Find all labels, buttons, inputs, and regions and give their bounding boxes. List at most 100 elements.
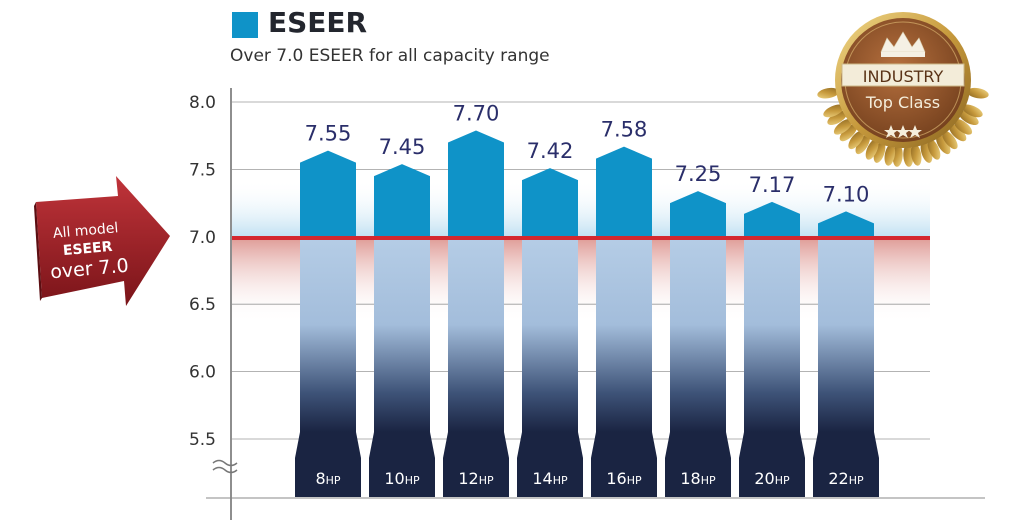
bar: 10HP [369,164,435,497]
bar-top [448,130,504,237]
bar-top [670,191,726,237]
value-labels: 7.55 7.45 7.70 7.42 7.58 7.25 7.17 7.10 [305,101,870,206]
laurel-leaf [949,124,967,142]
bar-base-flare [443,432,509,458]
bar: 20HP [739,201,805,497]
data-label: 7.17 [749,173,796,197]
bar-stem [522,236,578,432]
y-tick-labels: 5.5 6.0 6.5 7.0 7.5 8.0 [189,93,216,450]
bar: 12HP [443,130,509,497]
laurel-leaf [855,134,870,155]
laurel-leaf [833,118,853,135]
x-tick-label: 16HP [606,469,642,488]
data-label: 7.55 [305,122,352,146]
bar-base-flare [665,432,731,458]
bar-stem [670,236,726,432]
laurel-wreath [817,87,989,167]
bar-stem [300,236,356,432]
data-label: 7.25 [675,162,722,186]
category-box [369,458,435,497]
legend-swatch [232,12,258,38]
bar: 8HP [295,150,361,497]
bar-base-flare [369,432,435,458]
y-tick-label: 8.0 [189,93,216,113]
category-box [517,458,583,497]
industry-badge: INDUSTRY Top Class [817,12,989,167]
badge-plate [841,63,965,87]
laurel-leaf [962,104,983,118]
laurel-leaf [953,118,973,135]
laurel-leaf [892,144,903,167]
bar-stem [374,236,430,432]
data-label: 7.58 [601,118,648,142]
category-box [813,458,879,497]
bars: 8HP 10HP 12HP 14HP 16HP 18HP 20HP 22HP [295,130,879,497]
x-tick-label: 22HP [828,469,864,488]
bar-top [522,168,578,237]
arrow-line-2: ESEER [62,239,113,259]
bar-stem [818,236,874,432]
bar-base-flare [739,432,805,458]
chart-subtitle: Over 7.0 ESEER for all capacity range [230,46,550,66]
data-label: 7.45 [379,135,426,159]
category-box [739,458,805,497]
y-tick-label: 7.0 [189,228,216,248]
laurel-leaf [941,130,958,150]
y-tick-label: 6.5 [189,295,216,315]
x-tick-label: 18HP [680,469,716,488]
laurel-leaf [827,111,848,125]
bar-base-flare [591,432,657,458]
laurel-leaf [817,87,840,99]
star-icon [908,125,922,138]
bar: 16HP [591,146,657,497]
y-tick-label: 6.0 [189,363,216,383]
y-tick-label: 5.5 [189,430,216,450]
arrow-line-1: All model [52,220,119,242]
bar-stem [596,236,652,432]
laurel-leaf [966,87,989,99]
laurel-leaf [927,139,941,160]
category-box [591,458,657,497]
laurel-leaf [823,104,844,118]
legend-label: ESEER [268,6,368,39]
x-tick-label: 20HP [754,469,790,488]
bar-base-flare [295,432,361,458]
callout-arrow: All model ESEER over 7.0 [34,176,170,306]
bar-stem [448,236,504,432]
x-tick-label: 14HP [532,469,568,488]
bar-top [300,150,356,237]
laurel-leaf [910,143,922,166]
bar-stem [744,236,800,432]
bar: 14HP [517,168,583,497]
laurel-leaf [958,111,979,125]
bar: 22HP [813,211,879,497]
bar-top [596,146,652,237]
axis-break-mark [212,459,238,474]
badge-line-1: INDUSTRY [863,67,944,86]
laurel-leaf [936,134,951,155]
category-box [443,458,509,497]
category-box [665,458,731,497]
bar-base-flare [813,432,879,458]
bar-base-flare [517,432,583,458]
star-icon [896,125,910,138]
laurel-leaf [848,130,865,150]
data-label: 7.70 [453,101,500,125]
bar-top [744,201,800,237]
laurel-leaf [865,139,879,160]
x-tick-label: 12HP [458,469,494,488]
laurel-leaf [839,124,857,142]
star-icon [884,125,898,138]
bar-top [818,211,874,237]
bar-top [374,164,430,237]
x-tick-label: 10HP [384,469,420,488]
category-box [295,458,361,497]
laurel-leaf [903,144,914,167]
data-label: 7.42 [527,139,574,163]
crown-icon [880,31,926,53]
y-tick-label: 7.5 [189,160,216,180]
laurel-leaf [884,143,896,166]
x-tick-label: 8HP [315,469,340,488]
badge-line-2: Top Class [865,93,940,112]
data-label: 7.10 [823,182,870,206]
